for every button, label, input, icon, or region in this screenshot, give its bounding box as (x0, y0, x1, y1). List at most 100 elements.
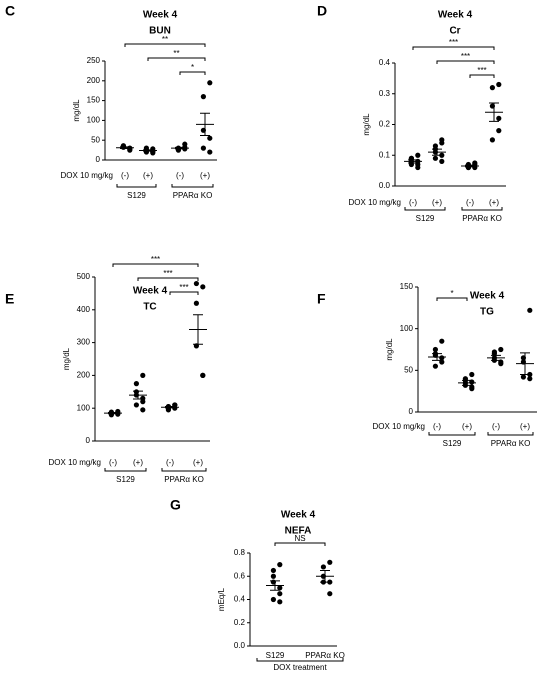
data-point (270, 573, 276, 579)
group-bracket (404, 207, 446, 211)
group-label: S129 (116, 475, 135, 484)
sig-label: ** (173, 49, 179, 58)
chart-title: Week 4 (143, 10, 178, 21)
y-tick-label: 0 (86, 436, 91, 445)
sem-bar (165, 406, 175, 409)
sem-bar (120, 146, 130, 150)
chart-title: Week 4 (470, 291, 505, 302)
chart-subtitle: NEFA (285, 526, 312, 537)
row-label: DOX 10 mg/kg (373, 422, 425, 431)
sem-bar (432, 353, 442, 361)
data-point (207, 135, 213, 141)
data-point (439, 158, 445, 164)
data-point (489, 85, 495, 91)
sig-label: ** (162, 35, 168, 44)
sig-bracket (274, 542, 326, 546)
x-tick-label: (-) (166, 458, 174, 467)
x-bracket (256, 658, 344, 662)
group-label: S129 (443, 439, 462, 448)
chart-subtitle: TC (143, 302, 156, 313)
x-tick-label: (+) (143, 171, 153, 180)
y-tick-label: 400 (77, 305, 91, 314)
data-point (140, 407, 146, 413)
chart-subtitle: TG (480, 307, 494, 318)
panel-label: G (170, 497, 181, 513)
data-point (320, 564, 326, 570)
sig-bracket (179, 71, 206, 75)
sem-bar (143, 149, 153, 152)
data-point (133, 381, 139, 387)
data-point (327, 591, 333, 597)
data-point (498, 346, 504, 353)
y-tick-label: 0.3 (379, 89, 391, 98)
x-tick-label: (-) (466, 198, 474, 207)
chart-title: Week 4 (438, 10, 473, 21)
sem-bar (270, 580, 280, 591)
sig-bracket (436, 297, 468, 301)
y-tick-label: 250 (87, 56, 101, 65)
sig-label: *** (179, 283, 188, 292)
sig-label: * (450, 289, 453, 298)
y-tick-label: 50 (404, 365, 413, 374)
panel-label: F (317, 291, 326, 307)
data-point (432, 363, 438, 369)
y-tick-label: 200 (77, 371, 91, 380)
y-tick-label: 150 (87, 96, 101, 105)
y-axis-label: mg/dL (62, 347, 71, 370)
sig-label: *** (151, 255, 160, 264)
sig-bracket (112, 263, 199, 267)
data-point (496, 128, 502, 134)
data-point (496, 81, 502, 88)
data-point (520, 374, 527, 380)
panel-label: C (5, 3, 15, 19)
x-tick-label: (-) (433, 422, 441, 431)
group-bracket (161, 468, 207, 472)
row-label: DOX 10 mg/kg (49, 458, 101, 467)
data-point (133, 402, 139, 408)
sig-bracket (436, 60, 495, 64)
data-point (200, 372, 206, 378)
x-tick-label: (-) (409, 198, 417, 207)
x-tick-label: (-) (492, 422, 500, 431)
data-point (140, 399, 146, 405)
sem-bar (489, 102, 499, 122)
y-tick-label: 500 (77, 272, 91, 281)
x-tick-label: (+) (520, 422, 530, 431)
y-tick-label: 0.0 (234, 641, 246, 650)
chart-title: Week 4 (281, 510, 316, 521)
sem-bar (320, 569, 330, 583)
x-tick-label: (+) (193, 458, 203, 467)
data-point (496, 115, 502, 121)
y-axis-label: mg/dL (72, 99, 81, 122)
data-point (277, 562, 283, 568)
chart-subtitle: Cr (449, 26, 460, 37)
x-tick-label: (+) (200, 171, 210, 180)
sig-bracket (469, 74, 495, 78)
row-label: DOX 10 mg/kg (61, 171, 113, 180)
y-tick-label: 0.2 (234, 618, 246, 627)
x-tick-label: (+) (462, 422, 472, 431)
y-axis-label: mg/dL (385, 338, 394, 361)
data-point (439, 140, 445, 146)
data-point (469, 386, 475, 392)
y-tick-label: 100 (87, 116, 101, 125)
y-tick-label: 100 (77, 403, 91, 412)
chart-subtitle: BUN (149, 26, 171, 37)
y-tick-label: 300 (77, 338, 91, 347)
data-point (277, 585, 283, 591)
data-point (415, 152, 421, 158)
data-point (270, 596, 276, 603)
chart-title: Week 4 (133, 286, 168, 297)
sig-bracket (137, 277, 199, 281)
sem-bar (108, 411, 118, 415)
sem-bar (408, 159, 418, 164)
y-tick-label: 0.2 (379, 120, 391, 129)
sig-label: * (191, 63, 194, 72)
sig-label: *** (163, 269, 172, 278)
sem-bar (432, 148, 442, 156)
panel-label: D (317, 3, 327, 19)
data-point (270, 567, 276, 574)
data-point (469, 371, 475, 378)
y-tick-label: 0.0 (379, 181, 391, 190)
